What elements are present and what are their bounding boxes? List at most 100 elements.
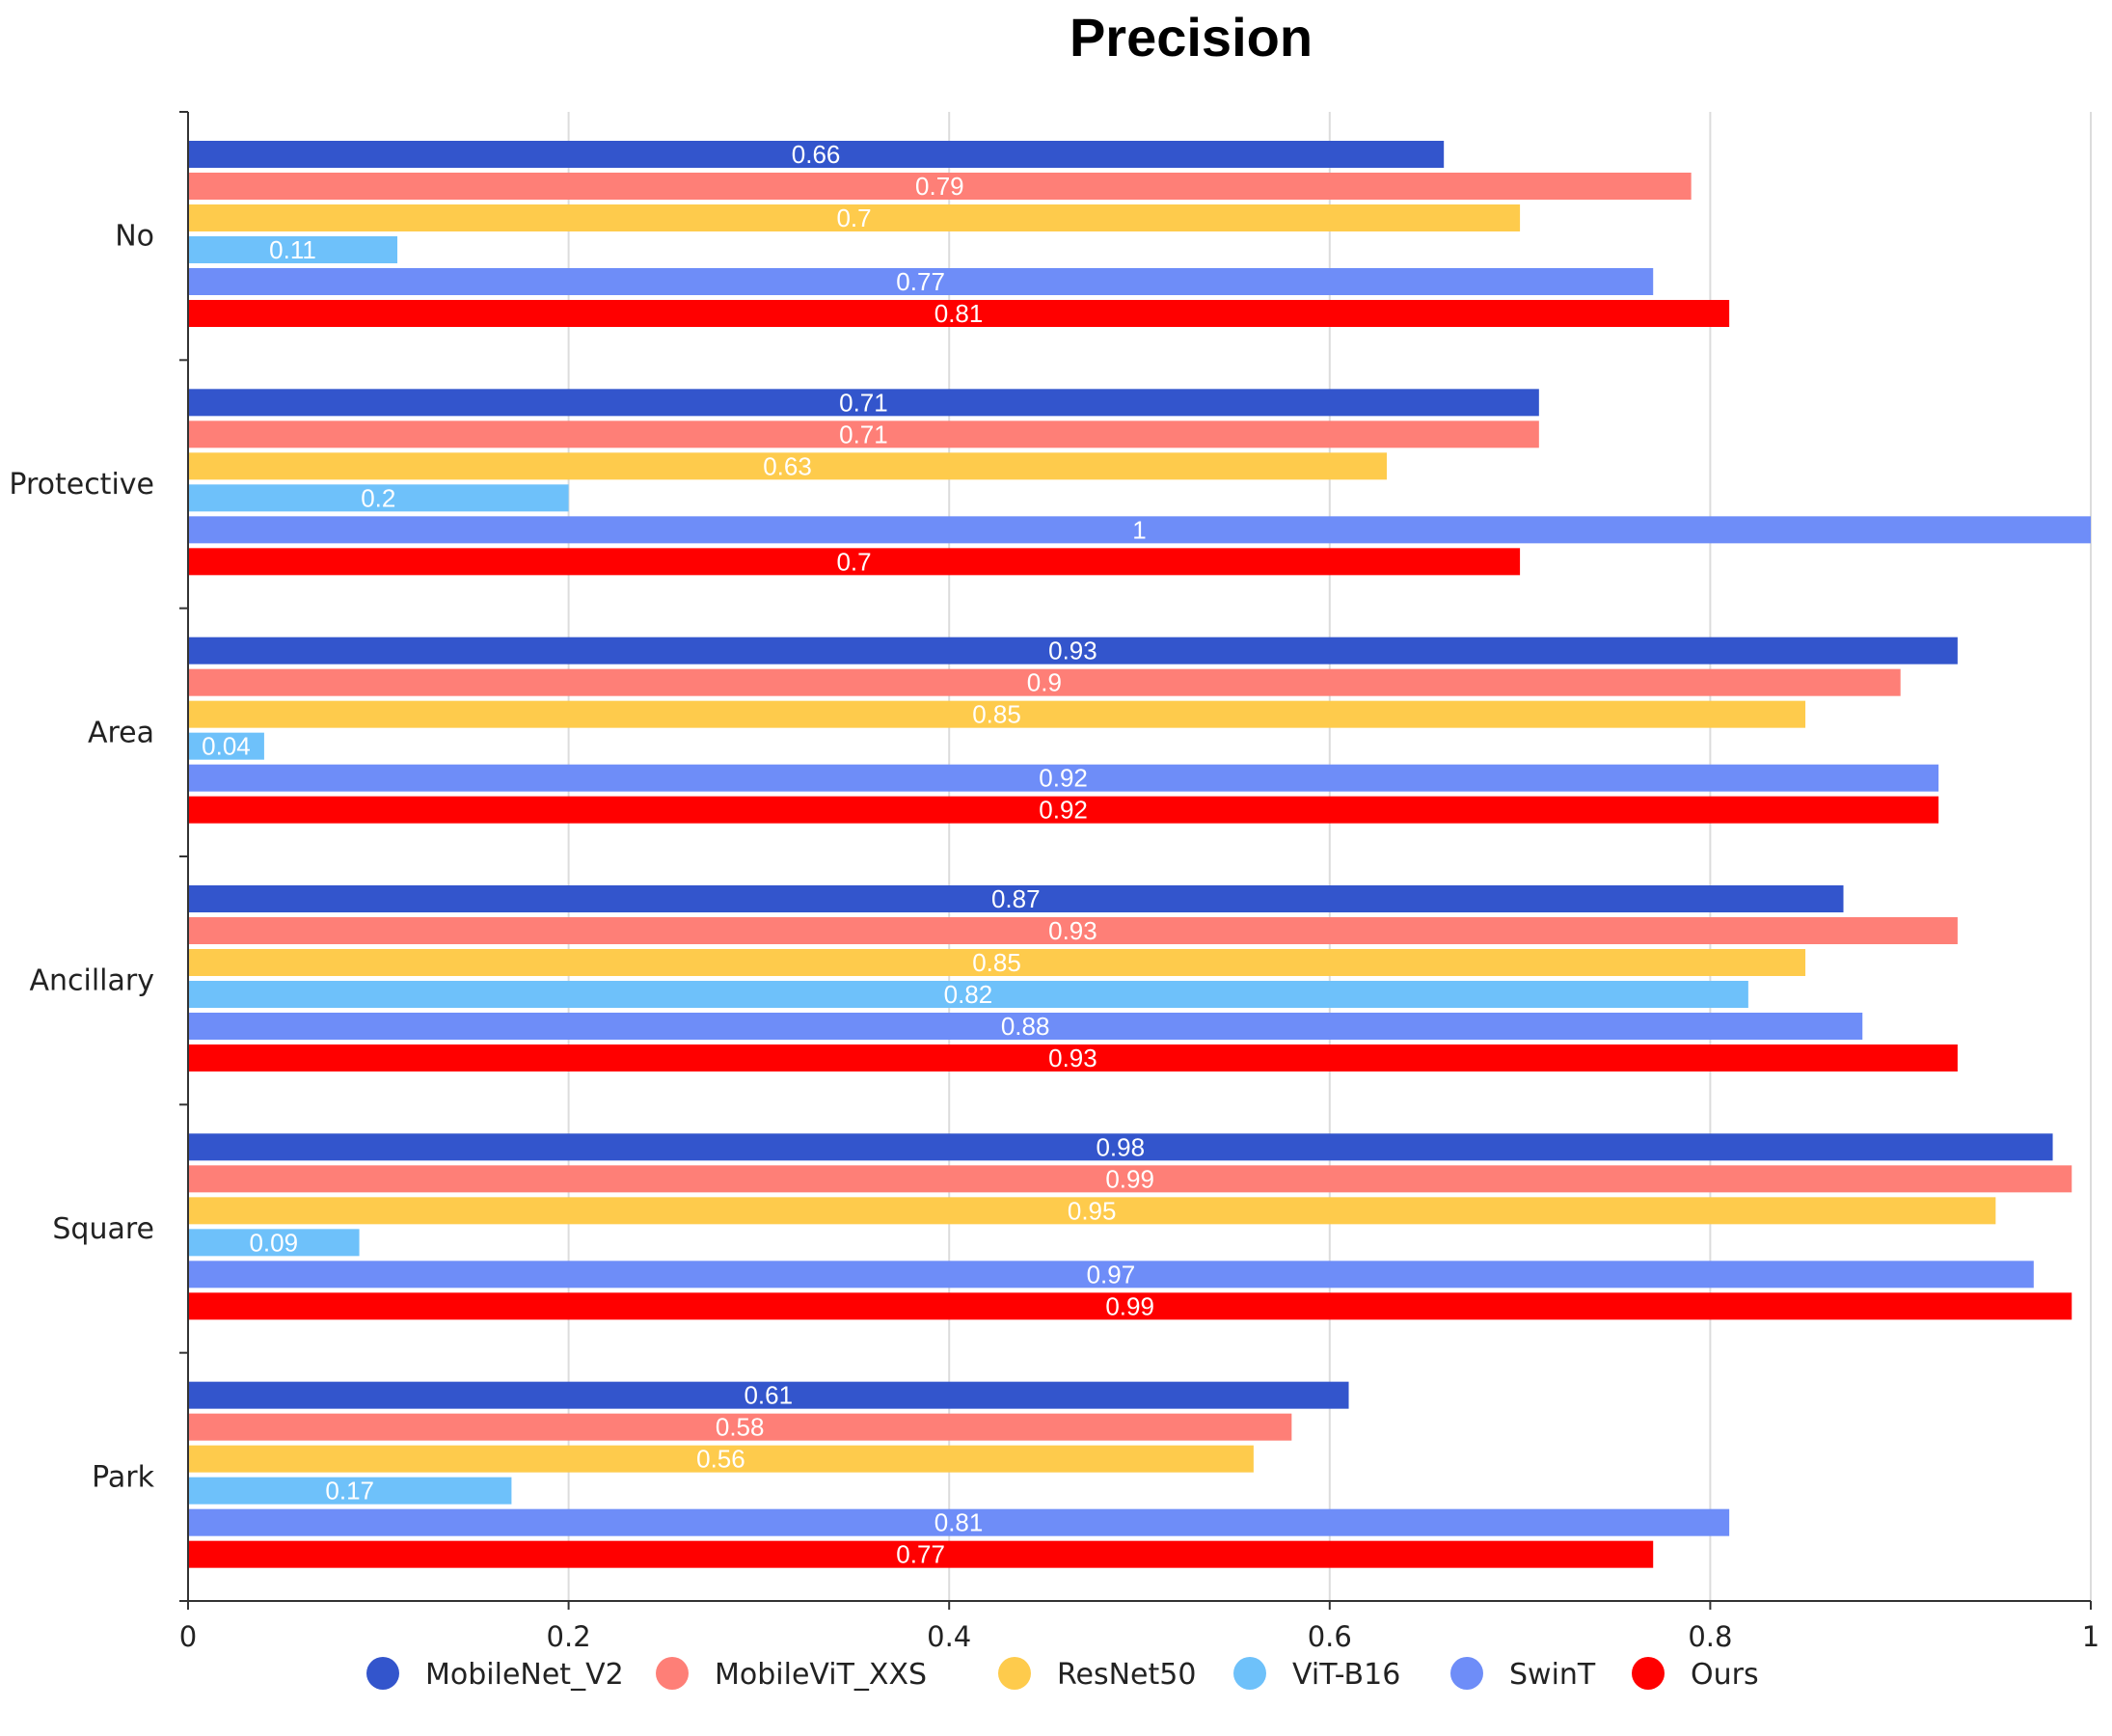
legend-label: ResNet50 (1057, 1658, 1196, 1692)
bar (188, 1261, 2034, 1288)
x-tick-label: 0.4 (927, 1620, 971, 1653)
legend-marker (656, 1657, 689, 1690)
bar (188, 1477, 512, 1505)
data-label: 0.93 (1048, 1044, 1097, 1072)
bar (188, 1413, 1292, 1441)
data-label: 0.04 (202, 732, 251, 761)
category-label: No (115, 220, 154, 254)
legend-label: MobileNet_V2 (425, 1658, 624, 1692)
x-tick-label: 0.6 (1308, 1620, 1352, 1653)
data-label: 0.71 (839, 388, 888, 417)
legend-marker (1233, 1657, 1266, 1690)
data-label: 1 (1132, 515, 1146, 544)
legend-label: Ours (1691, 1658, 1759, 1692)
data-label: 0.56 (696, 1445, 745, 1474)
legend-marker (1632, 1657, 1665, 1690)
data-label: 0.09 (249, 1228, 298, 1257)
bar (188, 268, 1654, 295)
category-label: Area (88, 716, 154, 749)
data-label: 0.66 (792, 140, 841, 169)
data-label: 0.79 (915, 172, 964, 201)
data-label: 0.7 (836, 547, 871, 576)
bar (188, 796, 1939, 824)
data-label: 0.93 (1048, 916, 1097, 945)
bar (188, 452, 1387, 480)
category-label: Square (52, 1212, 154, 1246)
x-tick-label: 0.2 (547, 1620, 591, 1653)
bar (188, 236, 398, 263)
data-label: 0.92 (1039, 796, 1088, 825)
data-label: 0.85 (972, 700, 1021, 729)
bar (188, 1540, 1654, 1568)
category-label: Protective (9, 468, 154, 502)
data-label: 0.11 (269, 235, 316, 264)
legend-item[interactable]: Ours (1632, 1657, 1759, 1692)
legend-item[interactable]: SwinT (1450, 1657, 1596, 1692)
data-label: 0.81 (934, 299, 984, 328)
legend-item[interactable]: MobileViT_XXS (656, 1657, 927, 1692)
legend-marker (366, 1657, 399, 1690)
data-label: 0.82 (944, 980, 993, 1009)
bar (188, 764, 1939, 792)
category-label: Ancillary (29, 964, 154, 998)
bar (188, 700, 1806, 728)
legend-marker (1450, 1657, 1483, 1690)
legend: MobileNet_V2 MobileViT_XXS ResNet50 ViT-B16… (366, 1657, 1759, 1692)
bar (188, 173, 1692, 200)
data-label: 0.58 (716, 1413, 765, 1442)
legend-marker (998, 1657, 1031, 1690)
data-label: 0.93 (1048, 637, 1097, 665)
data-label: 0.7 (836, 203, 871, 232)
bar (188, 917, 1958, 944)
legend-label: MobileViT_XXS (715, 1658, 927, 1692)
bar (188, 981, 1748, 1008)
data-label: 0.2 (361, 483, 395, 512)
data-label: 0.61 (744, 1381, 793, 1410)
bar (188, 1197, 1996, 1225)
bar (188, 300, 1730, 327)
data-label: 0.71 (839, 420, 888, 448)
legend-item[interactable]: MobileNet_V2 (366, 1657, 624, 1692)
bar (188, 204, 1521, 231)
bar (188, 548, 1521, 576)
grid (567, 112, 2092, 1601)
data-label: 0.63 (763, 451, 812, 480)
legend-label: ViT-B16 (1292, 1658, 1400, 1692)
x-tick-label: 0.8 (1688, 1620, 1732, 1653)
category-label: Park (92, 1460, 154, 1494)
bar (188, 1013, 1863, 1040)
bar (188, 668, 1901, 696)
data-label: 0.99 (1105, 1164, 1154, 1193)
bar (188, 637, 1958, 665)
bar (188, 732, 264, 760)
bar (188, 885, 1844, 912)
bar (188, 420, 1539, 448)
bar (188, 1445, 1254, 1473)
data-label: 0.77 (896, 267, 945, 296)
data-label: 0.81 (934, 1508, 984, 1537)
data-label: 0.92 (1039, 764, 1088, 793)
bar (188, 1229, 360, 1257)
bar (188, 949, 1806, 976)
data-label: 0.9 (1027, 668, 1062, 697)
bar (188, 1044, 1958, 1071)
legend-item[interactable]: ResNet50 (998, 1657, 1196, 1692)
bar (188, 1292, 2072, 1320)
bar (188, 1508, 1730, 1536)
bar (188, 389, 1539, 417)
data-label: 0.98 (1096, 1132, 1145, 1161)
data-label: 0.87 (991, 884, 1041, 913)
bar (188, 516, 2091, 544)
data-label: 0.88 (1001, 1012, 1050, 1041)
axes: No Protective Area Ancillary Square Park 0 0.2 0… (9, 111, 2099, 1653)
legend-item[interactable]: ViT-B16 (1233, 1657, 1400, 1692)
bar (188, 141, 1445, 168)
data-label: 0.99 (1105, 1291, 1154, 1320)
chart-title: Precision (1070, 7, 1313, 68)
bar (188, 1133, 2053, 1161)
bar (188, 484, 569, 512)
data-label: 0.97 (1087, 1260, 1136, 1288)
x-tick-label: 0 (179, 1620, 197, 1653)
legend-label: SwinT (1509, 1658, 1596, 1692)
data-label: 0.85 (972, 948, 1021, 977)
